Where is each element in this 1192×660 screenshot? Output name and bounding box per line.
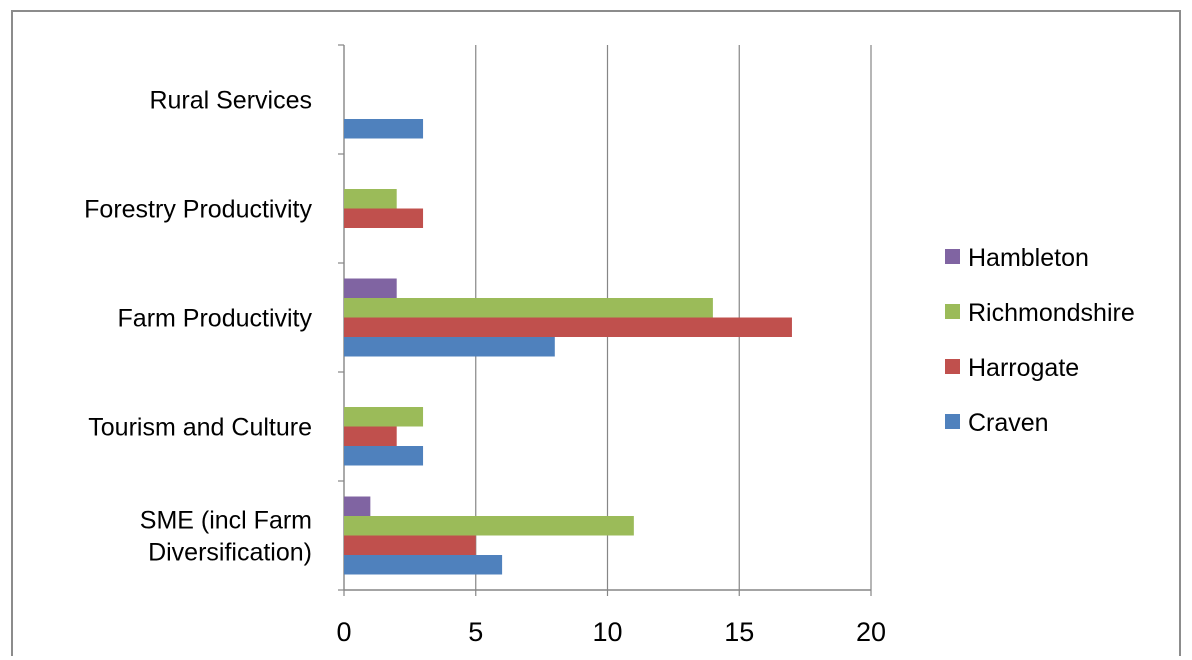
legend-label-richmondshire: Richmondshire — [968, 299, 1135, 327]
bar-craven-4 — [344, 119, 424, 139]
x-tick-label-15: 15 — [724, 617, 754, 647]
x-tick-label-5: 5 — [468, 617, 483, 647]
bar-harrogate-1 — [344, 426, 397, 446]
legend-label-craven: Craven — [968, 409, 1049, 437]
category-label: Rural Services — [149, 87, 312, 115]
legend-swatch-hambleton — [945, 249, 960, 264]
bar-craven-0 — [344, 555, 503, 575]
category-label: Farm Productivity — [118, 305, 313, 333]
bar-richmondshire-1 — [344, 407, 424, 427]
bar-harrogate-0 — [344, 535, 476, 555]
bar-hambleton-2 — [344, 278, 397, 298]
bar-hambleton-0 — [344, 496, 371, 516]
legend-swatch-harrogate — [945, 359, 960, 374]
category-label: SME (incl Farm — [140, 507, 312, 535]
category-label: Forestry Productivity — [84, 196, 312, 224]
bar-richmondshire-3 — [344, 189, 397, 209]
x-tick-label-0: 0 — [336, 617, 351, 647]
bar-richmondshire-2 — [344, 298, 713, 318]
x-tick-label-20: 20 — [856, 617, 886, 647]
category-label: Diversification) — [148, 539, 312, 567]
bar-craven-2 — [344, 337, 555, 357]
legend-swatch-craven — [945, 414, 960, 429]
x-tick-label-10: 10 — [592, 617, 622, 647]
legend-label-hambleton: Hambleton — [968, 244, 1089, 272]
legend-swatch-richmondshire — [945, 304, 960, 319]
category-label: Tourism and Culture — [88, 414, 312, 442]
legend-label-harrogate: Harrogate — [968, 354, 1079, 382]
bar-richmondshire-0 — [344, 516, 634, 536]
bar-craven-1 — [344, 446, 424, 466]
bar-harrogate-3 — [344, 208, 424, 228]
bar-harrogate-2 — [344, 317, 792, 337]
